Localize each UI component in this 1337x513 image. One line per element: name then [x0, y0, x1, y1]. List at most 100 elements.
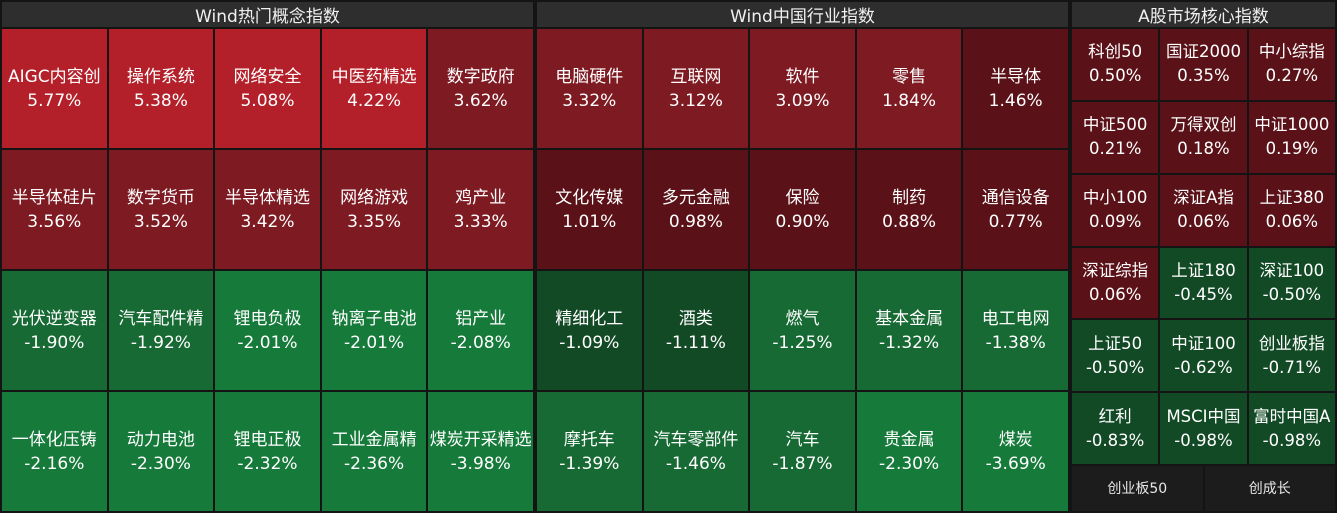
heatmap-tile[interactable]: 创业板指 -0.71%: [1248, 320, 1335, 392]
heatmap-tile[interactable]: 深证综指 0.06%: [1072, 247, 1159, 319]
tile-change: 3.32%: [562, 90, 617, 111]
concept-grid: AIGC内容创 5.77% 操作系统 5.38% 网络安全 5.08% 中医药精选 4.…: [2, 29, 533, 511]
heatmap-tile[interactable]: 工业金属精 -2.36%: [321, 392, 427, 511]
tile-name: 红利: [1098, 406, 1132, 426]
panel-wind-china-industry: Wind中国行业指数 电脑硬件 3.32% 互联网 3.12% 软件 3.09% 零售…: [537, 0, 1068, 511]
heatmap-tile[interactable]: 操作系统 5.38%: [108, 29, 214, 148]
heatmap-tile[interactable]: 网络游戏 3.35%: [321, 150, 427, 269]
footer-tile[interactable]: 创成长: [1204, 466, 1335, 511]
heatmap-tile[interactable]: 数字政府 3.62%: [428, 29, 533, 148]
heatmap-tile[interactable]: 基本金属 -1.32%: [856, 271, 962, 390]
tile-change: -1.92%: [130, 332, 191, 353]
heatmap-tile[interactable]: 中医药精选 4.22%: [321, 29, 427, 148]
tile-change: -2.36%: [344, 453, 405, 474]
heatmap-tile[interactable]: 文化传媒 1.01%: [537, 150, 642, 269]
tile-change: 0.21%: [1088, 139, 1142, 159]
heatmap-tile[interactable]: 半导体 1.46%: [963, 29, 1068, 148]
tile-change: -1.46%: [665, 453, 726, 474]
heatmap-tile[interactable]: 深证A指 0.06%: [1160, 174, 1247, 246]
heatmap-tile[interactable]: 制药 0.88%: [856, 150, 962, 269]
heatmap-tile[interactable]: 万得双创 0.18%: [1160, 101, 1247, 173]
tile-name: 网络游戏: [340, 187, 409, 208]
heatmap-tile[interactable]: 数字货币 3.52%: [108, 150, 214, 269]
tile-change: -1.32%: [879, 332, 940, 353]
tile-name: 网络安全: [233, 66, 302, 87]
heatmap-tile[interactable]: 电脑硬件 3.32%: [537, 29, 642, 148]
tile-change: 3.62%: [453, 90, 508, 111]
tile-name: 深证A指: [1173, 188, 1234, 208]
panel-title: Wind中国行业指数: [537, 2, 1068, 27]
heatmap-tile[interactable]: 半导体硅片 3.56%: [2, 150, 107, 269]
heatmap-tile[interactable]: 中小100 0.09%: [1072, 174, 1159, 246]
heatmap-tile[interactable]: 红利 -0.83%: [1072, 393, 1159, 464]
heatmap-tile[interactable]: 贵金属 -2.30%: [856, 392, 962, 511]
heatmap-tile[interactable]: 光伏逆变器 -1.90%: [2, 271, 107, 390]
heatmap-tile[interactable]: 深证100 -0.50%: [1248, 247, 1335, 319]
panel-title: Wind热门概念指数: [2, 2, 533, 27]
tile-name: 酒类: [678, 308, 713, 329]
heatmap-tile[interactable]: 中小综指 0.27%: [1248, 29, 1335, 100]
heatmap-tile[interactable]: 中证100 -0.62%: [1160, 320, 1247, 392]
heatmap-tile[interactable]: 汽车零部件 -1.46%: [643, 392, 749, 511]
heatmap-tile[interactable]: 上证380 0.06%: [1248, 174, 1335, 246]
heatmap-tile[interactable]: 鸡产业 3.33%: [428, 150, 533, 269]
heatmap-tile[interactable]: 钠离子电池 -2.01%: [321, 271, 427, 390]
tile-name: 操作系统: [126, 66, 195, 87]
heatmap-tile[interactable]: 煤炭 -3.69%: [963, 392, 1068, 511]
footer-tile[interactable]: 创业板50: [1072, 466, 1203, 511]
tile-change: -1.11%: [665, 332, 726, 353]
heatmap-tile[interactable]: 煤炭开采精选 -3.98%: [428, 392, 533, 511]
heatmap-tile[interactable]: 中证1000 0.19%: [1248, 101, 1335, 173]
tile-name: 上证180: [1171, 260, 1236, 280]
heatmap-tile[interactable]: 保险 0.90%: [750, 150, 855, 269]
tile-name: 摩托车: [563, 429, 615, 450]
heatmap-tile[interactable]: 软件 3.09%: [750, 29, 855, 148]
heatmap-tile[interactable]: 动力电池 -2.30%: [108, 392, 214, 511]
heatmap-tile[interactable]: 国证2000 0.35%: [1160, 29, 1247, 100]
tile-change: 1.84%: [882, 90, 937, 111]
heatmap-tile[interactable]: 零售 1.84%: [856, 29, 962, 148]
tile-name: 深证100: [1259, 260, 1325, 280]
tile-change: -1.39%: [559, 453, 620, 474]
heatmap-tile[interactable]: 电工电网 -1.38%: [963, 271, 1068, 390]
tile-change: 0.19%: [1265, 139, 1319, 159]
heatmap-tile[interactable]: 通信设备 0.77%: [963, 150, 1068, 269]
heatmap-tile[interactable]: 多元金融 0.98%: [643, 150, 749, 269]
heatmap-tile[interactable]: 互联网 3.12%: [643, 29, 749, 148]
heatmap-tile[interactable]: 汽车 -1.87%: [750, 392, 855, 511]
tile-change: 3.33%: [453, 211, 508, 232]
heatmap-tile[interactable]: 科创50 0.50%: [1072, 29, 1159, 100]
heatmap-tile[interactable]: AIGC内容创 5.77%: [2, 29, 107, 148]
tile-name: 中证500: [1082, 115, 1148, 135]
tile-change: -1.38%: [985, 332, 1046, 353]
heatmap-tile[interactable]: 半导体精选 3.42%: [215, 150, 320, 269]
tile-change: 0.77%: [988, 211, 1043, 232]
heatmap-tile[interactable]: 上证50 -0.50%: [1072, 320, 1159, 392]
heatmap-tile[interactable]: 摩托车 -1.39%: [537, 392, 642, 511]
heatmap-tile[interactable]: MSCI中国 -0.98%: [1160, 393, 1247, 464]
tile-change: -1.25%: [772, 332, 833, 353]
heatmap-tile[interactable]: 一体化压铸 -2.16%: [2, 392, 107, 511]
tile-name: 贵金属: [883, 429, 935, 450]
heatmap-tile[interactable]: 富时中国A -0.98%: [1248, 393, 1335, 464]
heatmap-tile[interactable]: 燃气 -1.25%: [750, 271, 855, 390]
tile-name: 富时中国A: [1253, 406, 1331, 426]
tile-name: 数字政府: [446, 66, 515, 87]
tile-name: 一体化压铸: [11, 429, 97, 450]
heatmap-tile[interactable]: 锂电负极 -2.01%: [215, 271, 320, 390]
heatmap-tile[interactable]: 汽车配件精 -1.92%: [108, 271, 214, 390]
heatmap-tile[interactable]: 酒类 -1.11%: [643, 271, 749, 390]
tile-change: -0.98%: [1262, 430, 1322, 450]
heatmap-tile[interactable]: 精细化工 -1.09%: [537, 271, 642, 390]
panel-title: A股市场核心指数: [1072, 2, 1335, 27]
heatmap-tile[interactable]: 网络安全 5.08%: [215, 29, 320, 148]
heatmap-tile[interactable]: 铝产业 -2.08%: [428, 271, 533, 390]
heatmap-tile[interactable]: 中证500 0.21%: [1072, 101, 1159, 173]
heatmap-tile[interactable]: 上证180 -0.45%: [1160, 247, 1247, 319]
tile-name: 精细化工: [555, 308, 624, 329]
tile-name: 动力电池: [126, 429, 195, 450]
panel-wind-hot-concepts: Wind热门概念指数 AIGC内容创 5.77% 操作系统 5.38% 网络安全 5.…: [2, 0, 533, 511]
tile-change: 3.42%: [240, 211, 295, 232]
tile-change: -1.90%: [24, 332, 85, 353]
heatmap-tile[interactable]: 锂电正极 -2.32%: [215, 392, 320, 511]
